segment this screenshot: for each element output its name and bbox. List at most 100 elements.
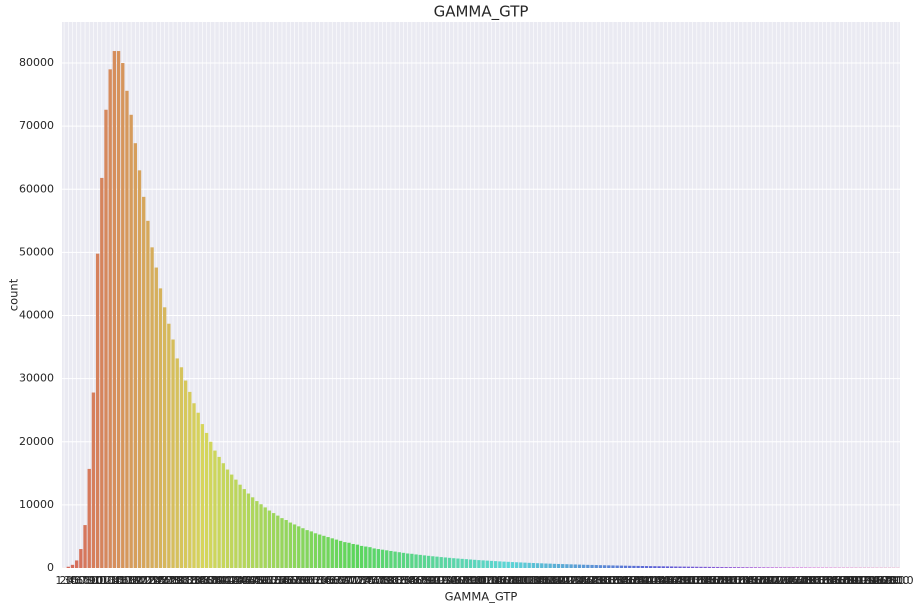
x-tick-label: 100.0 [463,574,495,587]
bar [112,51,117,569]
y-axis-label: count [7,278,21,311]
bar [150,247,154,568]
bar [519,562,523,568]
x-tick-label: 25.0 [152,574,177,587]
x-tick-label: 181.0 [803,574,835,587]
x-tick-label: 6.0 [76,574,94,587]
x-tick-label: 111.0 [509,574,541,587]
bar [276,515,280,568]
x-tick-label: 176.0 [782,574,814,587]
x-tick-label: 98.0 [458,574,483,587]
bar [757,567,762,568]
x-tick-label: 46.0 [240,574,265,587]
x-tick-label: 102.0 [472,574,504,587]
x-tick-label: 82.0 [391,574,416,587]
x-tick-label: 167.0 [744,574,776,587]
bar [552,563,557,568]
bar [653,566,657,568]
y-tick-label: 40000 [19,309,54,322]
bar [439,557,443,568]
x-tick-label: 183.0 [811,574,843,587]
x-tick-label: 182.0 [807,574,839,587]
x-tick-label: 164.0 [731,574,763,587]
x-tick-label: 96.0 [450,574,475,587]
x-tick-label: 56.0 [282,574,307,587]
bar [372,548,376,568]
x-tick-label: 71.0 [345,574,370,587]
x-tick-label: 8.0 [85,574,103,587]
x-tick-label: 19.0 [127,574,152,587]
bar [678,566,682,568]
bar [506,561,510,568]
x-tick-label: 24.0 [148,574,173,587]
x-tick-label: 106.0 [488,574,520,587]
x-tick-label: 159.0 [710,574,742,587]
x-tick-label: 28.0 [165,574,190,587]
bar [443,557,448,568]
bar [644,566,649,568]
x-tick-label: 49.0 [253,574,278,587]
bar [452,558,456,568]
x-tick-label: 14.0 [106,574,131,587]
x-tick-label: 119.0 [543,574,575,587]
bar [200,424,205,568]
x-tick-label: 188.0 [832,574,864,587]
bar [100,177,104,568]
y-tick-label: 60000 [19,182,54,195]
x-tick-label: 45.0 [236,574,261,587]
x-tick-label: 136.0 [614,574,646,587]
bar [351,544,355,568]
x-tick-label: 39.0 [211,574,236,587]
bar [238,484,242,568]
bar [753,567,758,568]
bar [225,469,230,568]
bar [129,114,133,568]
x-tick-label: 120.0 [547,574,579,587]
x-tick-label: 142.0 [639,574,671,587]
x-tick-label: 13.0 [102,574,127,587]
x-tick-label: 87.0 [412,574,437,587]
bar [720,566,724,568]
bar [326,537,330,568]
bar [250,497,255,568]
x-tick-label: 134.0 [606,574,638,587]
bar [259,504,263,568]
bar [460,558,464,568]
bar [728,567,732,568]
bar [778,567,783,568]
bar [619,565,624,568]
bar [795,567,800,568]
x-tick-label: 129.0 [585,574,617,587]
x-tick-label: 47.0 [245,574,270,587]
bar [292,524,297,568]
bar [783,567,787,568]
bar [686,566,691,568]
plot-area [62,22,900,568]
x-tick-label: 177.0 [786,574,818,587]
bar [154,267,158,568]
bar [347,542,351,568]
bar [397,552,401,568]
bar [175,358,179,568]
bar [590,564,594,568]
bar [577,564,582,568]
bar [301,528,305,568]
bar [234,479,238,568]
bar [569,564,573,568]
x-tick-label: 52.0 [266,574,291,587]
bar [66,566,70,568]
bar [661,566,665,568]
bar [556,563,561,568]
bar [74,560,79,568]
x-tick-label: 60.0 [299,574,324,587]
bar [338,540,343,568]
bar [703,566,707,568]
bar [414,554,418,568]
bar [682,566,686,568]
bar [380,549,385,568]
x-tick-label: 9.0 [89,574,107,587]
bar [426,555,431,568]
y-tick-label: 20000 [19,435,54,448]
x-tick-label: 101.0 [467,574,499,587]
x-tick-label: 193.0 [853,574,885,587]
